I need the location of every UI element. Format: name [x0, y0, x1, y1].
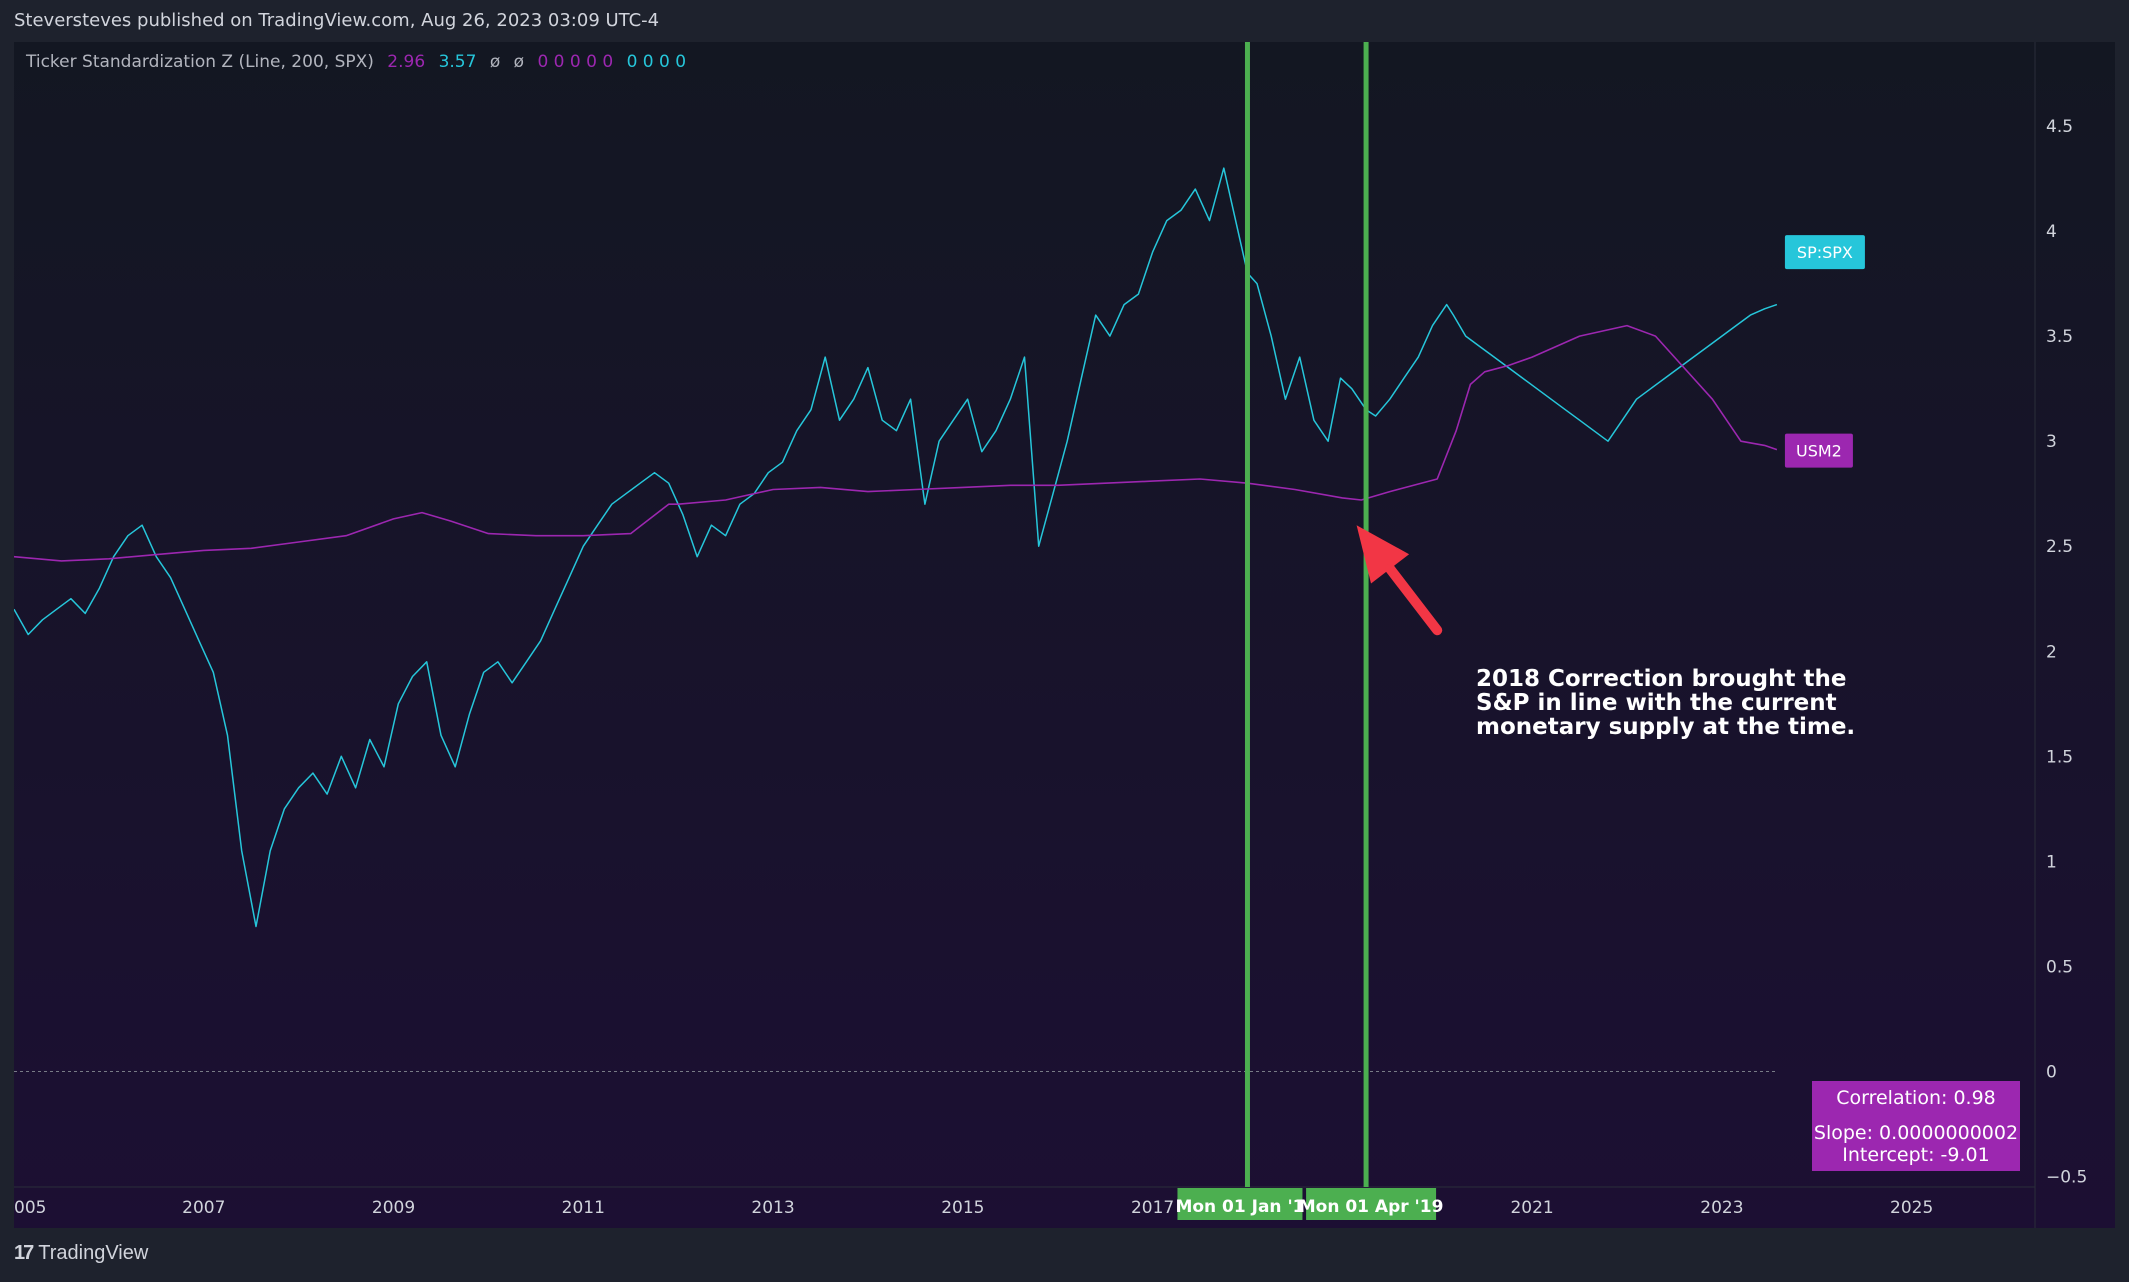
stats-box: Correlation: 0.98 Slope: 0.0000000002 In…	[1812, 1081, 2020, 1171]
annotation-text: 2018 Correction brought the S&P in line …	[1476, 666, 1856, 740]
red-arrow-icon	[1356, 525, 1410, 584]
annotation-line-3: monetary supply at the time.	[1476, 714, 1856, 740]
legend-na-2: ø	[513, 52, 525, 72]
publisher-text: Steversteves published on TradingView.co…	[14, 10, 660, 31]
annotation-arrow	[1356, 525, 1443, 636]
stats-intercept: Intercept: -9.01	[1842, 1144, 1990, 1166]
legend-zeros-cyan: 0 0 0 0	[626, 52, 687, 72]
y-tick-label: 1	[2046, 852, 2057, 872]
x-tick-label: 2009	[372, 1198, 415, 1218]
indicator-legend[interactable]: Ticker Standardization Z (Line, 200, SPX…	[26, 52, 694, 72]
last-value-label: SP:SPX	[1797, 243, 1853, 262]
x-tick-label: 2013	[751, 1198, 794, 1218]
last-value-labels: SP:SPX USM2	[1784, 235, 1865, 468]
series-layer	[13, 167, 1778, 928]
annotation-line-1: 2018 Correction brought the	[1476, 666, 1847, 692]
x-axis-ticks: 005 2007 2009 2011 2013 2015 2017 2021 2023 2025	[14, 1198, 1933, 1218]
y-tick-label: −0.5	[2046, 1167, 2087, 1187]
legend-value-spx: 3.57	[438, 52, 477, 72]
annotation-line-2: S&P in line with the current	[1476, 690, 1837, 716]
x-tick-label: 2015	[941, 1198, 984, 1218]
chart-frame[interactable]: 4.5 4 3.5 3 2.5 2 1.5 1 0.5 0 −0.5 005 2007 2009 2011…	[13, 42, 2115, 1228]
y-tick-label: 2	[2046, 642, 2057, 662]
legend-value-usm2: 2.96	[387, 52, 426, 72]
time-marker-badge	[1177, 1188, 1303, 1220]
last-value-label: USM2	[1796, 442, 1842, 461]
legend-indicator-name[interactable]: Ticker Standardization Z (Line, 200, SPX…	[26, 52, 374, 72]
y-tick-label: 3.5	[2046, 327, 2073, 347]
y-tick-label: 4.5	[2046, 117, 2073, 137]
y-tick-label: 3	[2046, 432, 2057, 452]
stats-correlation: Correlation: 0.98	[1836, 1087, 1996, 1109]
y-tick-label: 0.5	[2046, 957, 2073, 977]
time-marker-label: Mon 01 Apr '19	[1299, 1197, 1444, 1217]
y-tick-label: 0	[2046, 1062, 2057, 1082]
x-tick-label: 005	[14, 1198, 46, 1218]
tradingview-logo-text: TradingView	[38, 1242, 149, 1264]
x-tick-label: 2023	[1700, 1198, 1743, 1218]
red-arrow-shaft	[1385, 563, 1443, 636]
x-tick-label: 2021	[1510, 1198, 1553, 1218]
time-marker-badge	[1306, 1188, 1437, 1220]
legend-zeros-magenta: 0 0 0 0 0	[537, 52, 614, 72]
plot-background	[14, 42, 2115, 1228]
y-axis-ticks: 4.5 4 3.5 3 2.5 2 1.5 1 0.5 0 −0.5	[2046, 117, 2087, 1187]
x-tick-label: 2011	[562, 1198, 605, 1218]
tradingview-logo[interactable]: 17 TradingView	[14, 1242, 148, 1265]
y-tick-label: 2.5	[2046, 537, 2073, 557]
series-line-usm2	[13, 324, 1778, 562]
legend-na-1: ø	[489, 52, 501, 72]
y-tick-label: 1.5	[2046, 747, 2073, 767]
footer: 17 TradingView	[0, 1230, 2129, 1282]
tradingview-logo-icon: 17	[14, 1242, 34, 1264]
chart-svg[interactable]: 4.5 4 3.5 3 2.5 2 1.5 1 0.5 0 −0.5 005 2007 2009 2011…	[13, 42, 2115, 1228]
x-tick-label: 2017	[1131, 1198, 1174, 1218]
stats-slope: Slope: 0.0000000002	[1813, 1122, 2019, 1144]
x-tick-label: 2007	[182, 1198, 225, 1218]
x-tick-label: 2025	[1890, 1198, 1933, 1218]
header: Steversteves published on TradingView.co…	[0, 0, 2129, 42]
series-line-sp-spx	[13, 167, 1778, 928]
time-marker-label: Mon 01 Jan '1	[1175, 1197, 1304, 1217]
last-value-badge	[1784, 433, 1853, 468]
last-value-badge	[1784, 235, 1865, 270]
y-tick-label: 4	[2046, 222, 2057, 242]
